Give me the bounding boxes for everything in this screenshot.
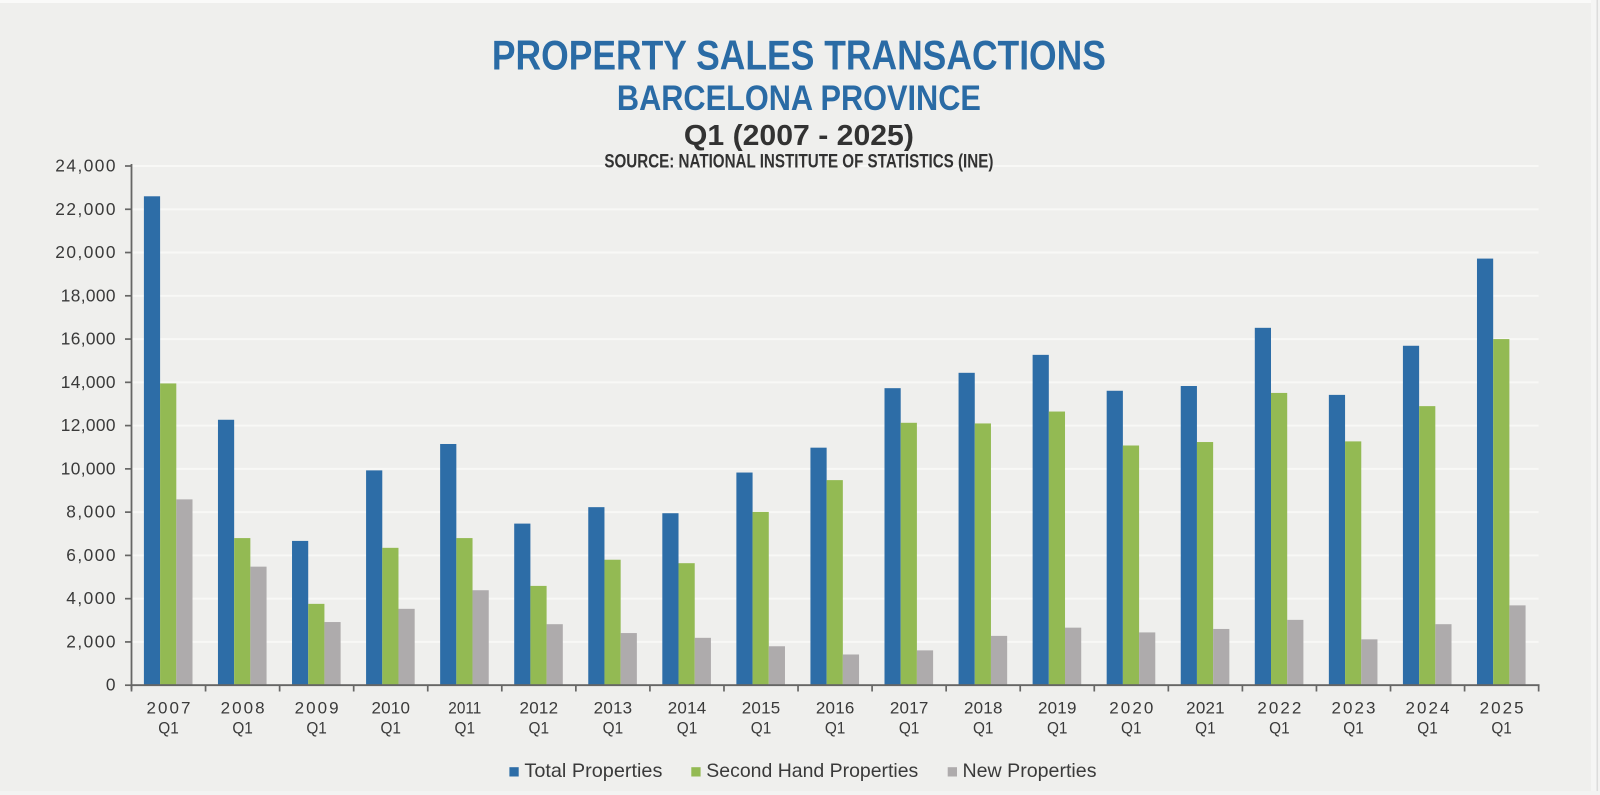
svg-text:Q1: Q1: [380, 719, 401, 738]
svg-text:Q1: Q1: [1491, 719, 1512, 738]
svg-text:2017: 2017: [890, 698, 929, 717]
svg-text:Q1: Q1: [1195, 719, 1216, 738]
svg-text:Q1: Q1: [529, 719, 550, 738]
svg-text:20,000: 20,000: [55, 242, 115, 262]
svg-text:Q1: Q1: [1121, 719, 1142, 738]
svg-text:Q1: Q1: [899, 719, 920, 738]
svg-text:2,000: 2,000: [66, 631, 115, 651]
svg-text:Q1: Q1: [1047, 719, 1068, 738]
svg-text:16,000: 16,000: [61, 329, 116, 349]
svg-text:Q1: Q1: [825, 719, 846, 738]
svg-text:SOURCE: NATIONAL INSTITUTE OF: SOURCE: NATIONAL INSTITUTE OF STATISTICS…: [604, 152, 993, 173]
svg-text:Q1: Q1: [1343, 719, 1364, 738]
svg-text:10,000: 10,000: [61, 458, 116, 478]
svg-text:Q1: Q1: [232, 719, 253, 738]
svg-text:2011: 2011: [448, 698, 481, 717]
svg-text:Q1: Q1: [973, 719, 994, 738]
svg-text:Q1: Q1: [306, 719, 327, 738]
svg-text:0: 0: [106, 675, 116, 695]
svg-text:14,000: 14,000: [61, 372, 116, 392]
svg-text:2010: 2010: [371, 698, 410, 717]
svg-text:2015: 2015: [742, 698, 781, 717]
svg-text:BARCELONA PROVINCE: BARCELONA PROVINCE: [617, 78, 981, 118]
svg-text:22,000: 22,000: [55, 199, 115, 219]
svg-text:8,000: 8,000: [66, 502, 115, 522]
svg-text:Q1: Q1: [1269, 719, 1290, 738]
svg-text:18,000: 18,000: [61, 285, 116, 305]
svg-text:12,000: 12,000: [61, 415, 116, 435]
svg-text:2014: 2014: [668, 698, 707, 717]
svg-text:Q1: Q1: [158, 719, 179, 738]
svg-text:Second Hand Properties: Second Hand Properties: [706, 760, 918, 782]
svg-text:Q1: Q1: [677, 719, 698, 738]
svg-text:2021: 2021: [1186, 698, 1225, 717]
svg-text:Q1 (2007 - 2025): Q1 (2007 - 2025): [684, 120, 914, 152]
svg-text:4,000: 4,000: [66, 588, 115, 608]
svg-text:PROPERTY SALES TRANSACTIONS: PROPERTY SALES TRANSACTIONS: [492, 32, 1106, 79]
svg-text:2019: 2019: [1038, 698, 1077, 717]
svg-text:Total Properties: Total Properties: [524, 760, 662, 782]
svg-text:2016: 2016: [816, 698, 855, 717]
svg-text:Q1: Q1: [455, 719, 476, 738]
svg-text:Q1: Q1: [1417, 719, 1438, 738]
svg-text:24,000: 24,000: [55, 156, 115, 176]
svg-text:2013: 2013: [594, 698, 633, 717]
svg-text:Q1: Q1: [603, 719, 624, 738]
svg-text:Q1: Q1: [751, 719, 772, 738]
svg-text:2012: 2012: [520, 698, 559, 717]
svg-text:New Properties: New Properties: [963, 760, 1097, 782]
svg-text:2018: 2018: [964, 698, 1003, 717]
svg-text:6,000: 6,000: [66, 545, 115, 565]
